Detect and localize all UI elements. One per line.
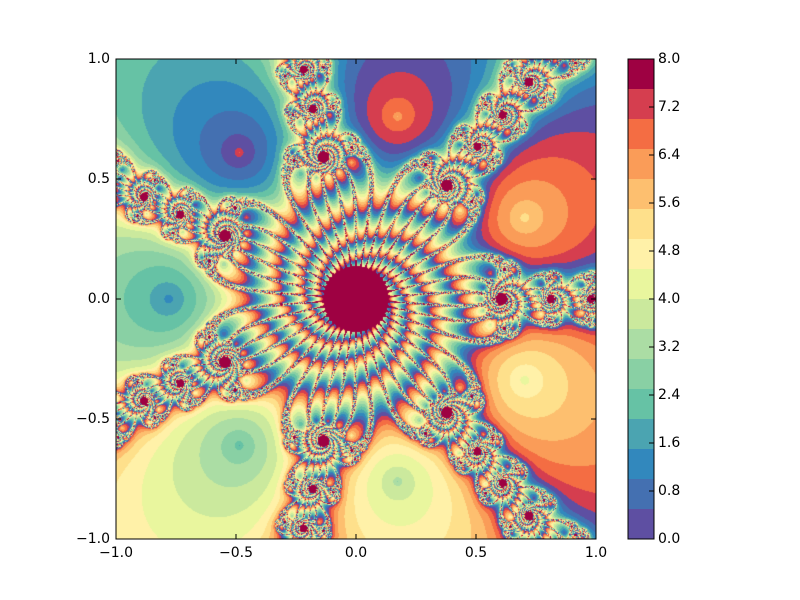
y-tick-label: 0.5: [88, 171, 110, 187]
colorbar-tick-label: 0.8: [658, 483, 680, 499]
colorbar-tick-label: 2.4: [658, 387, 680, 403]
fractal-image: [116, 59, 596, 539]
colorbar-segment: [628, 269, 654, 299]
colorbar-frame: [627, 58, 655, 540]
colorbar-segment: [628, 149, 654, 179]
colorbar-tick-label: 4.8: [658, 243, 680, 259]
colorbar-tick-label: 5.6: [658, 195, 680, 211]
colorbar-segment: [628, 389, 654, 419]
colorbar-segment: [628, 359, 654, 389]
colorbar-segment: [628, 59, 654, 89]
x-tick-label: −1.0: [99, 545, 133, 561]
colorbar-tick-label: 4.0: [658, 291, 680, 307]
colorbar-tick-label: 3.2: [658, 339, 680, 355]
colorbar-segment: [628, 509, 654, 539]
colorbar-segment: [628, 329, 654, 359]
colorbar-segment: [628, 209, 654, 239]
colorbar-tick-label: 6.4: [658, 147, 680, 163]
colorbar-segment: [628, 239, 654, 269]
colorbar-tick-label: 0.0: [658, 531, 680, 547]
colorbar-segment: [628, 449, 654, 479]
x-tick-label: 0.5: [465, 545, 487, 561]
y-tick-label: −1.0: [76, 531, 110, 547]
y-tick-label: 1.0: [88, 51, 110, 67]
colorbar-tick-label: 1.6: [658, 435, 680, 451]
x-tick-label: 0.0: [345, 545, 367, 561]
colorbar-tick-label: 8.0: [658, 51, 680, 67]
colorbar-tick-label: 7.2: [658, 99, 680, 115]
colorbar-segment: [628, 89, 654, 119]
colorbar-segment: [628, 299, 654, 329]
x-tick-label: 1.0: [585, 545, 607, 561]
x-tick-label: −0.5: [219, 545, 253, 561]
colorbar-segment: [628, 419, 654, 449]
y-tick-label: 0.0: [88, 291, 110, 307]
colorbar-segment: [628, 119, 654, 149]
colorbar-segment: [628, 179, 654, 209]
y-tick-label: −0.5: [76, 411, 110, 427]
colorbar-segment: [628, 479, 654, 509]
